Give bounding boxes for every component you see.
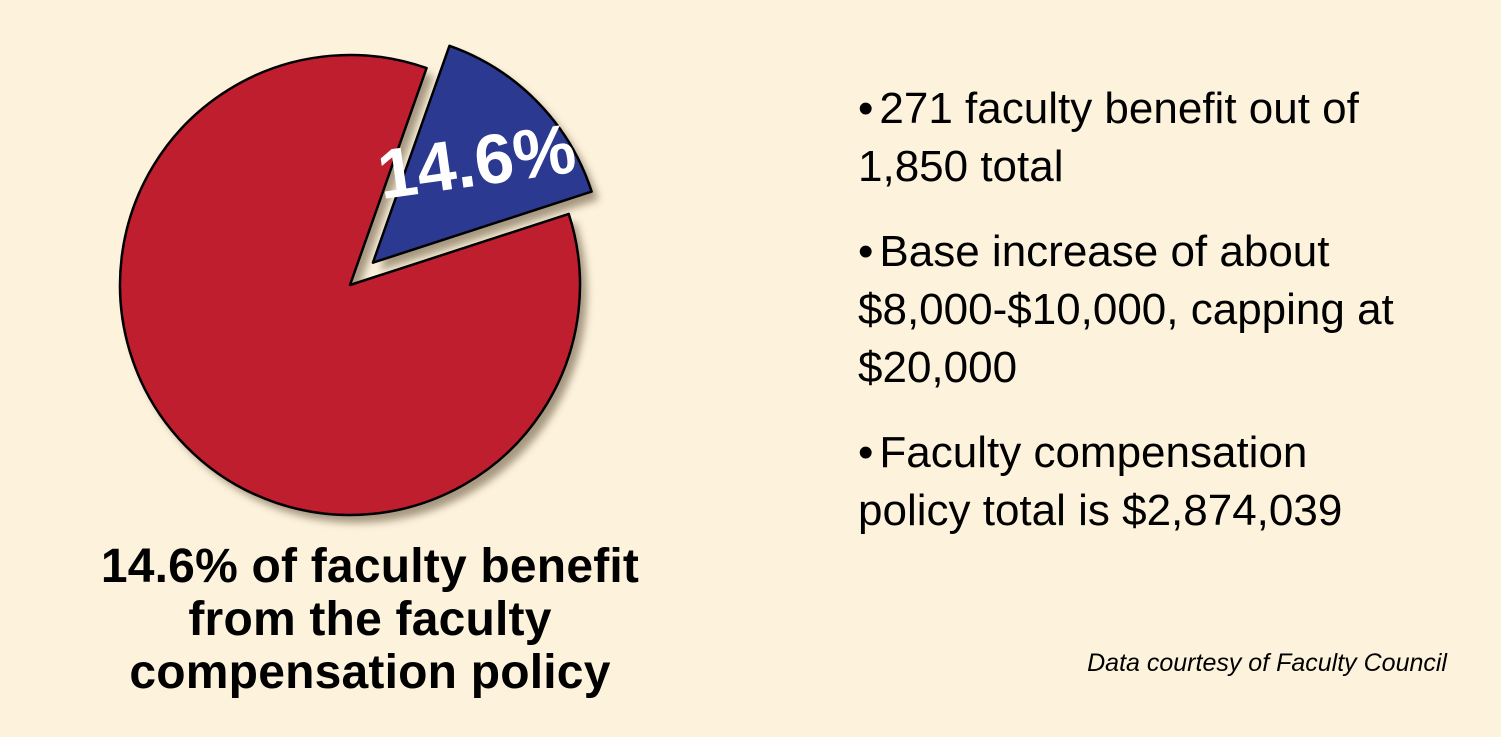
fact-text: $8,000-$10,000, capping at (858, 285, 1394, 334)
fact-text: $20,000 (858, 343, 1018, 392)
fact-text: policy total is $2,874,039 (858, 486, 1343, 535)
chart-caption: 14.6% of faculty benefit from the facult… (40, 540, 700, 699)
data-source-credit: Data courtesy of Faculty Council (1087, 649, 1447, 677)
fact-text: 271 faculty benefit out of (879, 84, 1359, 133)
fact-text: Faculty compensation (879, 428, 1308, 477)
fact-item: • 271 faculty benefit out of 1,850 total (858, 80, 1478, 196)
caption-line: compensation policy (129, 646, 611, 699)
pie-slice (371, 44, 593, 264)
pie-chart: 14.6% (118, 44, 599, 523)
fact-item: • Base increase of about $8,000-$10,000, … (858, 223, 1478, 397)
pie-slice (118, 53, 582, 517)
bullet-marker: • (858, 227, 874, 276)
fact-text: 1,850 total (858, 142, 1064, 191)
fact-item: • Faculty compensation policy total is $2… (858, 424, 1478, 540)
bullet-marker: • (858, 428, 874, 477)
caption-line: from the faculty (188, 593, 552, 646)
fact-text: Base increase of about (879, 227, 1330, 276)
caption-line: 14.6% of faculty benefit (100, 540, 640, 593)
facts-list: • 271 faculty benefit out of 1,850 total … (858, 80, 1478, 567)
bullet-marker: • (858, 84, 874, 133)
